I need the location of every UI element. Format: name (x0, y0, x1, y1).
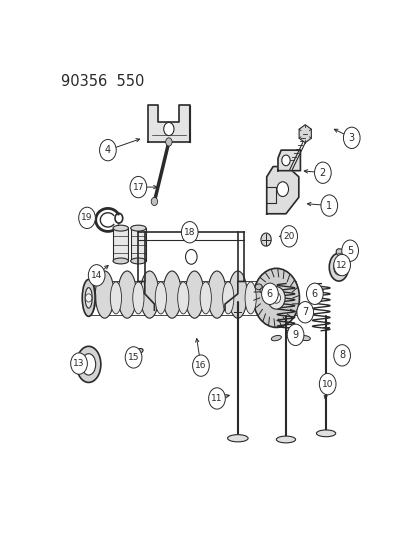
Text: 4: 4 (104, 145, 111, 155)
Circle shape (333, 254, 350, 276)
Ellipse shape (311, 284, 318, 290)
Text: 13: 13 (73, 359, 85, 368)
Ellipse shape (328, 253, 348, 281)
Text: 16: 16 (195, 361, 206, 370)
Text: 9: 9 (292, 330, 298, 340)
Ellipse shape (185, 271, 203, 318)
Ellipse shape (316, 288, 323, 293)
Circle shape (192, 355, 209, 376)
Ellipse shape (76, 346, 101, 383)
Ellipse shape (131, 258, 146, 264)
Circle shape (280, 225, 297, 247)
Circle shape (342, 127, 359, 149)
Ellipse shape (340, 257, 349, 265)
Bar (113, 228, 128, 261)
Circle shape (130, 176, 146, 198)
Circle shape (260, 233, 271, 246)
Circle shape (99, 140, 116, 161)
Ellipse shape (85, 288, 92, 308)
Ellipse shape (113, 258, 128, 264)
Text: 90356  550: 90356 550 (61, 74, 145, 89)
Ellipse shape (140, 271, 159, 318)
Circle shape (253, 268, 299, 327)
Ellipse shape (82, 279, 95, 317)
Text: 8: 8 (338, 350, 344, 360)
Text: 12: 12 (336, 261, 347, 270)
Circle shape (341, 240, 358, 261)
Circle shape (88, 265, 105, 286)
Ellipse shape (222, 282, 233, 314)
Circle shape (267, 287, 285, 309)
Text: 6: 6 (266, 289, 272, 299)
Text: 14: 14 (91, 271, 102, 280)
Ellipse shape (244, 282, 256, 314)
Ellipse shape (81, 354, 95, 375)
Text: 17: 17 (132, 183, 144, 191)
Ellipse shape (118, 271, 136, 318)
Text: 2: 2 (319, 168, 325, 177)
Text: 18: 18 (183, 228, 195, 237)
Circle shape (78, 207, 95, 229)
Text: 1: 1 (325, 200, 332, 211)
Circle shape (71, 353, 87, 374)
Ellipse shape (276, 436, 295, 443)
Circle shape (163, 123, 173, 135)
Text: 5: 5 (346, 246, 352, 256)
Circle shape (314, 162, 330, 183)
Text: 6: 6 (311, 289, 317, 299)
Ellipse shape (133, 282, 144, 314)
Circle shape (125, 347, 142, 368)
Text: 19: 19 (81, 213, 93, 222)
Text: 3: 3 (348, 133, 354, 143)
Ellipse shape (199, 282, 211, 314)
Polygon shape (266, 166, 298, 214)
Text: 10: 10 (321, 379, 332, 389)
Circle shape (333, 345, 350, 366)
Ellipse shape (155, 282, 166, 314)
Circle shape (165, 138, 172, 146)
Ellipse shape (335, 249, 344, 257)
Circle shape (271, 293, 280, 303)
Ellipse shape (299, 336, 310, 341)
Polygon shape (298, 125, 311, 143)
Ellipse shape (95, 271, 114, 318)
Ellipse shape (162, 271, 181, 318)
Circle shape (296, 302, 313, 323)
Circle shape (276, 182, 288, 197)
Circle shape (281, 155, 290, 166)
Circle shape (181, 222, 197, 243)
Ellipse shape (227, 434, 247, 442)
Circle shape (208, 388, 225, 409)
Bar (131, 228, 146, 261)
Circle shape (306, 283, 323, 304)
Circle shape (320, 195, 337, 216)
Ellipse shape (207, 271, 226, 318)
Ellipse shape (113, 225, 128, 231)
Polygon shape (148, 105, 189, 142)
Ellipse shape (316, 430, 335, 437)
Ellipse shape (110, 282, 121, 314)
Ellipse shape (333, 260, 343, 275)
Text: 15: 15 (128, 353, 139, 362)
Text: 7: 7 (301, 307, 308, 317)
Circle shape (85, 294, 92, 302)
Circle shape (318, 374, 335, 395)
Ellipse shape (271, 335, 281, 341)
Circle shape (185, 249, 197, 264)
Ellipse shape (259, 288, 266, 293)
Text: 20: 20 (283, 232, 294, 241)
Ellipse shape (84, 282, 96, 314)
Ellipse shape (177, 282, 188, 314)
Ellipse shape (228, 271, 247, 318)
Circle shape (261, 283, 278, 304)
Text: 11: 11 (211, 394, 222, 403)
Ellipse shape (254, 284, 261, 290)
Polygon shape (277, 150, 300, 171)
Ellipse shape (131, 225, 146, 231)
Ellipse shape (135, 349, 143, 354)
Circle shape (287, 324, 303, 345)
Circle shape (151, 197, 157, 206)
